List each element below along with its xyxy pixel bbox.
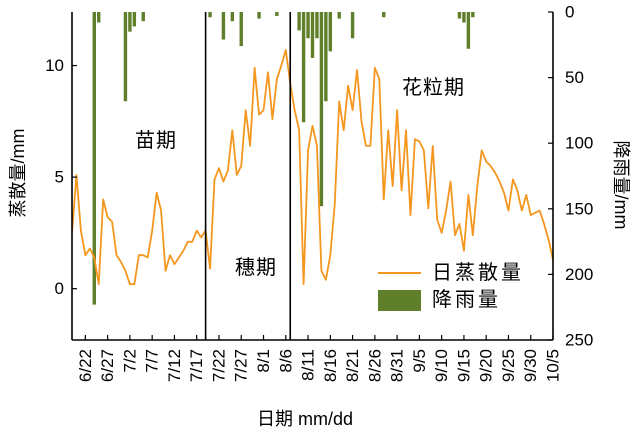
- x-tick-label: 9/30: [521, 349, 540, 382]
- x-tick-label: 7/2: [120, 349, 139, 373]
- x-tick-label: 6/22: [76, 349, 95, 382]
- x-tick-label: 7/27: [232, 349, 251, 382]
- rain-bar: [239, 12, 243, 47]
- rain-bar: [221, 12, 226, 40]
- y-tick-label-left: 5: [55, 168, 64, 187]
- y-tick-label-right: 150: [565, 199, 593, 218]
- x-tick-label: 9/10: [432, 349, 451, 382]
- rain-bar: [97, 12, 101, 23]
- rain-bar: [466, 12, 471, 49]
- rain-bar: [208, 12, 212, 18]
- y-axis-title-right: 降雨量/mm: [611, 141, 631, 230]
- rain-bar: [328, 12, 333, 52]
- rain-bar: [301, 12, 306, 123]
- legend-bar-swatch: [378, 290, 421, 311]
- x-tick-label: 8/1: [254, 349, 273, 373]
- rain-bar: [123, 12, 128, 102]
- x-axis-title: 日期 mm/dd: [257, 409, 353, 429]
- x-tick-label: 7/7: [143, 349, 162, 373]
- x-tick-label: 9/5: [410, 349, 429, 373]
- rain-bar: [315, 12, 319, 39]
- rain-bar: [306, 12, 310, 39]
- legend: 日蒸散量 降雨量: [378, 261, 524, 311]
- x-tick-label: 8/21: [343, 349, 362, 382]
- rain-bar: [230, 12, 235, 22]
- stage-boundaries: [204, 12, 292, 340]
- rain-bar: [324, 12, 328, 102]
- rain-bar: [319, 12, 324, 207]
- x-tick-label: 8/11: [299, 349, 318, 381]
- rain-bar: [471, 12, 475, 18]
- x-tick-label: 6/27: [98, 349, 117, 382]
- y-tick-label-left: 10: [45, 56, 64, 75]
- x-tick-label: 8/31: [388, 349, 407, 382]
- rain-bar: [310, 12, 315, 58]
- x-tick-label: 7/22: [209, 349, 228, 382]
- x-tick-label: 8/26: [365, 349, 384, 382]
- y-tick-label-right: 100: [565, 134, 593, 153]
- rain-bar: [350, 12, 355, 39]
- stage-label-flowering: 花粒期: [402, 76, 465, 99]
- x-tick-label: 7/12: [165, 349, 184, 382]
- rain-bar: [92, 12, 96, 305]
- x-tick-label: 9/15: [454, 349, 473, 382]
- x-tick-label: 8/6: [276, 349, 295, 373]
- rain-bar: [382, 12, 386, 18]
- x-tick-label: 10/5: [544, 349, 563, 382]
- rain-bar: [337, 12, 341, 19]
- rain-bar: [457, 12, 462, 19]
- legend-label-evapotranspiration: 日蒸散量: [432, 261, 524, 284]
- x-tick-label: 7/17: [187, 349, 206, 382]
- stage-label-ear: 穗期: [235, 256, 277, 279]
- y-tick-label-right: 0: [565, 3, 574, 22]
- rain-bar: [257, 12, 261, 19]
- y-tick-label-right: 200: [565, 265, 593, 284]
- rain-bar: [297, 12, 301, 31]
- y-axis-title-left: 蒸散量/mm: [8, 129, 28, 218]
- rain-bar: [128, 12, 132, 32]
- y-tick-label-left: 0: [55, 279, 64, 298]
- y-tick-label-right: 250: [565, 331, 593, 350]
- rain-bar: [275, 12, 279, 16]
- y-tick-label-right: 50: [565, 68, 584, 87]
- rain-bar: [141, 12, 145, 22]
- rain-bar: [462, 12, 466, 23]
- x-tick-label: 8/16: [321, 349, 340, 382]
- legend-label-rainfall: 降雨量: [432, 288, 501, 311]
- stage-label-seedling: 苗期: [135, 129, 177, 152]
- daily-evapotranspiration-line: [71, 49, 554, 286]
- x-tick-label: 9/20: [477, 349, 496, 382]
- rain-bar: [132, 12, 137, 27]
- x-tick-label: 9/25: [499, 349, 518, 382]
- rainfall-bars: [92, 12, 475, 305]
